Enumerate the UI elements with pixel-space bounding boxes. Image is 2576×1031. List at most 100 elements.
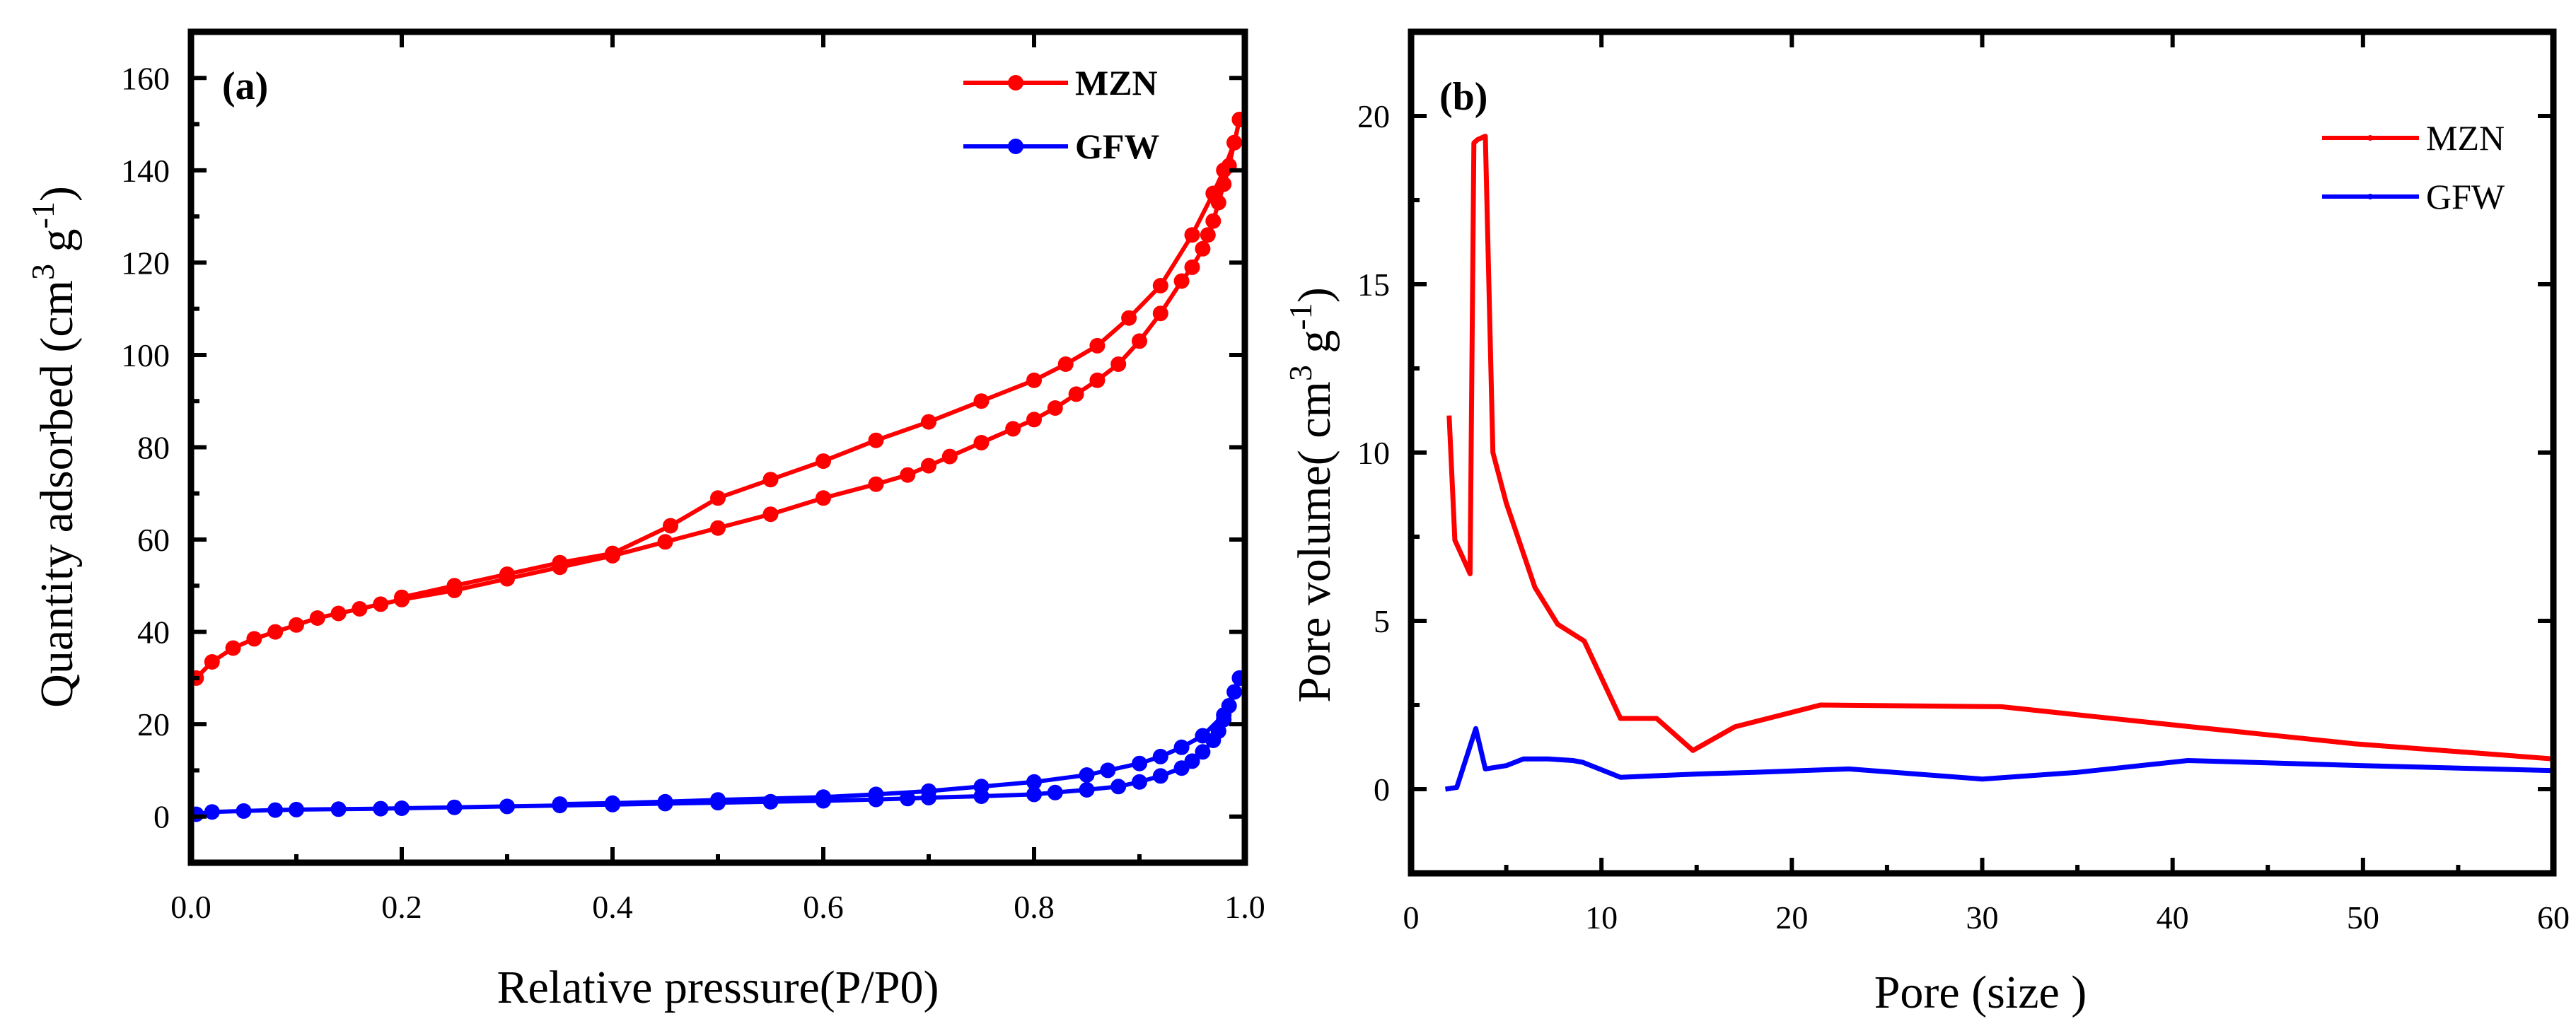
point-gfw-adsorption: [1152, 768, 1168, 784]
panel-b-x-tick-label: 0: [1403, 899, 1420, 936]
point-mzn-adsorption: [225, 640, 241, 656]
point-mzn-desorption: [1226, 134, 1243, 151]
panel-b-y-axis-title: Pore volume( cm3 g-1): [1282, 287, 1340, 702]
point-gfw-adsorption: [373, 800, 389, 817]
point-gfw-desorption: [1100, 762, 1116, 779]
panel-a-label: (a): [222, 64, 268, 108]
point-gfw-adsorption: [499, 798, 515, 815]
point-mzn-adsorption: [1132, 333, 1147, 349]
point-gfw-desorption: [1195, 728, 1211, 744]
point-mzn-desorption: [552, 554, 568, 571]
legend-a-gfw-marker: [1008, 139, 1023, 154]
point-gfw-adsorption: [1047, 784, 1063, 800]
point-mzn-desorption: [973, 393, 990, 409]
panel-b-x-tick-label: 60: [2537, 899, 2570, 936]
point-mzn-adsorption: [941, 448, 958, 465]
panel-a-y-tick-label: 20: [137, 706, 170, 742]
point-gfw-adsorption: [236, 803, 252, 819]
panel-a-y-tick-label: 0: [153, 799, 170, 835]
panel-a-ticks: 0.0 0.2 0.4 0.6 0.8 1.0 0 20 40 60 80 100 120 140 160: [121, 32, 1265, 925]
panel-b-y-tick-label: 0: [1374, 771, 1390, 808]
point-mzn-adsorption: [1184, 259, 1200, 275]
panel-a-series-layer: [188, 112, 1248, 822]
point-mzn-desorption: [1216, 162, 1232, 178]
panel-b-x-tick-label: 40: [2157, 899, 2189, 936]
point-mzn-adsorption: [816, 490, 831, 506]
point-mzn-adsorption: [710, 520, 726, 536]
point-mzn-desorption: [446, 578, 463, 594]
point-gfw-desorption: [1216, 707, 1232, 723]
point-mzn-adsorption: [246, 631, 262, 647]
point-mzn-adsorption: [900, 467, 916, 483]
panel-a-legend: MZN GFW: [963, 63, 1159, 166]
point-mzn-desorption: [868, 432, 884, 448]
point-gfw-desorption: [1079, 767, 1095, 783]
panel-b-y-tick-label: 10: [1357, 435, 1390, 471]
point-mzn-adsorption: [1173, 273, 1190, 289]
point-mzn-adsorption: [1200, 227, 1216, 243]
panel-b-x-tick-label: 20: [1775, 899, 1808, 936]
point-mzn-adsorption: [762, 506, 779, 523]
panel-b-ticks: 0 10 20 30 40 50 60 0 5 10 15 20: [1357, 32, 2570, 936]
point-mzn-desorption: [816, 453, 831, 470]
panel-a-y-tick-label: 120: [121, 245, 170, 281]
panel-a-y-tick-label: 160: [121, 60, 170, 96]
point-mzn-adsorption: [289, 617, 304, 633]
panel-a-x-tick-label: 0.2: [381, 889, 422, 925]
point-gfw-desorption: [1152, 748, 1168, 764]
series-mzn-adsorption-line: [194, 117, 1242, 680]
point-mzn-desorption: [1089, 337, 1106, 354]
panel-b-x-axis-title: Pore (size ): [1874, 967, 2087, 1018]
point-gfw-adsorption: [267, 802, 284, 818]
panel-a-isotherm-chart: 0.0 0.2 0.4 0.6 0.8 1.0020406080100120140160 …: [25, 28, 1265, 1013]
point-mzn-adsorption: [309, 610, 325, 626]
panel-a-x-tick-label: 0.0: [170, 889, 211, 925]
point-mzn-adsorption: [1047, 400, 1063, 416]
point-mzn-desorption: [710, 490, 726, 506]
panel-a-y-tick-label: 140: [121, 153, 170, 189]
point-mzn-desorption: [394, 589, 410, 605]
point-mzn-desorption: [605, 545, 620, 561]
point-gfw-adsorption: [394, 800, 410, 816]
point-gfw-desorption: [1132, 755, 1147, 771]
point-gfw-desorption: [657, 793, 673, 810]
legend-a-mzn-label: MZN: [1075, 63, 1158, 103]
point-gfw-adsorption: [1184, 753, 1200, 769]
panel-b-pore-distribution-chart: 0 10 20 30 40 50 60 0 5 10 15 20 (b) MZN GFW Pore (…: [1282, 28, 2570, 1018]
point-gfw-desorption: [605, 795, 620, 811]
panel-b-x-tick-label: 50: [2347, 899, 2379, 936]
point-mzn-desorption: [1121, 310, 1137, 326]
point-gfw-adsorption: [1079, 781, 1095, 798]
legend-b-gfw-label: GFW: [2426, 177, 2505, 216]
panel-b-x-tick-label: 10: [1585, 899, 1618, 936]
panel-b-y-tick-label: 15: [1357, 267, 1390, 303]
point-gfw-desorption: [552, 796, 568, 812]
panel-a-y-tick-label: 40: [137, 614, 170, 651]
series-mzn-desorption-line: [400, 117, 1242, 600]
point-mzn-adsorption: [973, 435, 990, 450]
point-mzn-adsorption: [921, 458, 936, 474]
panel-b-legend: MZN GFW: [2322, 118, 2505, 216]
panel-a-x-tick-label: 0.6: [803, 889, 844, 925]
point-mzn-adsorption: [868, 476, 884, 492]
point-gfw-adsorption: [289, 801, 304, 817]
panel-a-y-axis-title: Quantity adsorbed (cm3 g-1): [25, 186, 83, 708]
point-mzn-adsorption: [657, 534, 673, 550]
point-mzn-adsorption: [267, 624, 284, 640]
legend-a-mzn-marker: [1008, 75, 1023, 91]
point-mzn-adsorption: [1005, 421, 1021, 437]
point-mzn-desorption: [762, 472, 779, 488]
point-gfw-adsorption: [1132, 774, 1147, 790]
point-gfw-adsorption: [1110, 779, 1127, 795]
panel-a-x-tick-label: 0.4: [592, 889, 633, 925]
point-gfw-desorption: [1026, 774, 1042, 790]
point-mzn-adsorption: [1089, 372, 1106, 388]
point-mzn-adsorption: [1026, 412, 1042, 428]
point-mzn-adsorption: [1205, 213, 1222, 229]
panel-a-x-tick-label: 1.0: [1224, 889, 1265, 925]
point-gfw-adsorption: [446, 799, 463, 815]
point-gfw-adsorption: [1195, 744, 1211, 760]
point-gfw-adsorption: [1026, 786, 1042, 803]
panel-b-series-layer: [1444, 134, 2554, 792]
